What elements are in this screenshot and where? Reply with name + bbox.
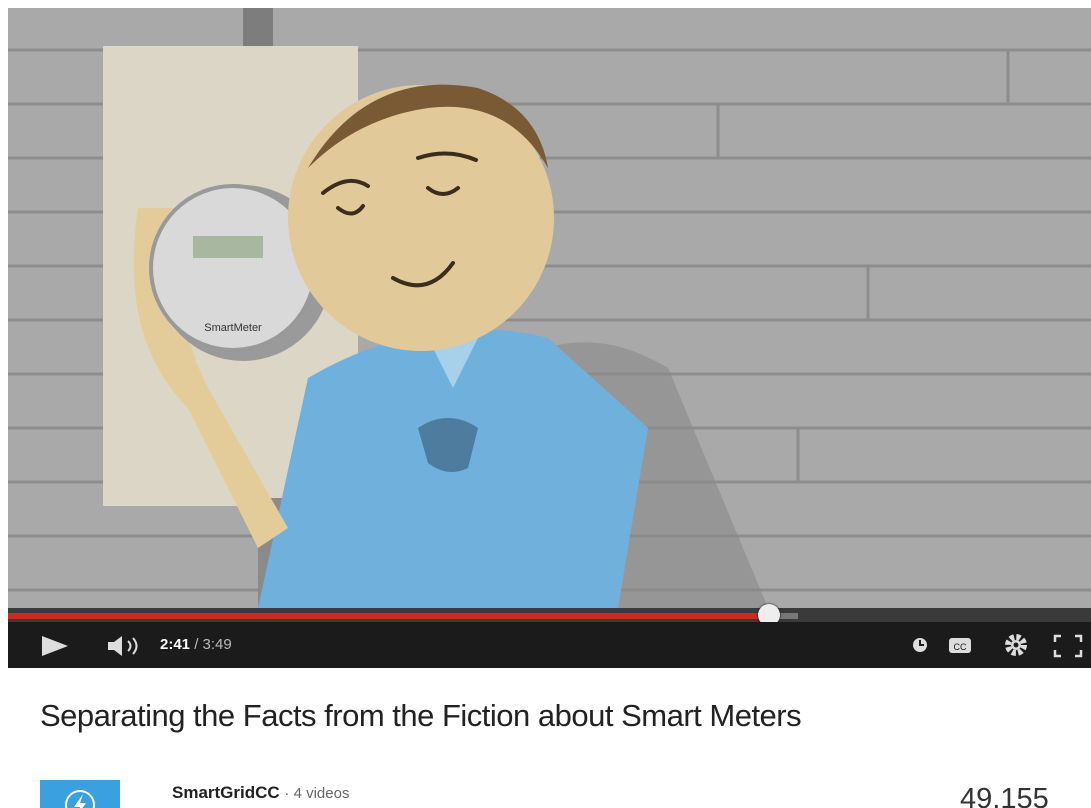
fullscreen-button[interactable] <box>1053 634 1091 658</box>
scrubber[interactable] <box>758 604 781 626</box>
captions-button[interactable]: CC <box>948 636 974 656</box>
duration: 3:49 <box>202 636 232 653</box>
svg-text:CC: CC <box>954 642 967 652</box>
control-bar: 2:41 / 3:49 CC <box>8 622 1091 668</box>
volume-button[interactable] <box>106 634 146 658</box>
video-frame[interactable]: SmartMeter <box>8 8 1091 608</box>
channel-info: SmartGridCC · 4 videos <box>172 783 349 803</box>
channel-avatar[interactable] <box>40 780 120 808</box>
current-time: 2:41 <box>160 636 191 653</box>
played-bar <box>8 613 770 619</box>
watch-later-button[interactable] <box>911 636 931 656</box>
channel-video-count[interactable]: · 4 videos <box>284 785 350 802</box>
settings-button[interactable] <box>1003 632 1029 658</box>
video-title: Separating the Facts from the Fiction ab… <box>40 698 802 733</box>
time-display: 2:41 / 3:49 <box>160 636 232 653</box>
view-count: 49,155 <box>960 783 1049 808</box>
meter-label: SmartMeter <box>204 322 262 334</box>
time-separator: / <box>194 636 199 653</box>
progress-bar[interactable] <box>8 604 1091 626</box>
channel-name[interactable]: SmartGridCC <box>172 783 280 802</box>
play-button[interactable] <box>38 634 74 658</box>
